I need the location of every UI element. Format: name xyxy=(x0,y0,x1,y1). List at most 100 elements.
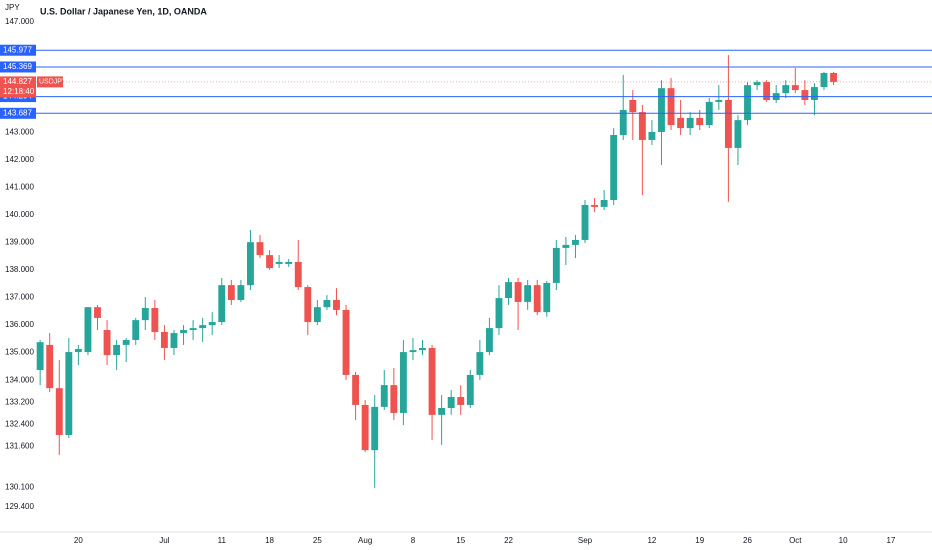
y-tick-label: 136.000 xyxy=(5,320,34,329)
x-tick-label: 26 xyxy=(743,536,752,545)
x-tick-label: 15 xyxy=(456,536,465,545)
candle-body xyxy=(74,349,82,353)
y-tick-label: 138.000 xyxy=(5,265,34,274)
candle-body xyxy=(46,344,54,389)
price-line-tag xyxy=(0,107,36,119)
y-tick-label: 139.000 xyxy=(5,238,34,247)
candle-body xyxy=(113,344,121,356)
candle-body xyxy=(151,307,159,332)
candle-body xyxy=(304,287,312,323)
candle-body xyxy=(562,244,570,248)
price-line-tag xyxy=(0,61,36,73)
candle-body xyxy=(610,134,618,201)
candle-body xyxy=(552,247,560,283)
symbol-tag xyxy=(37,76,63,88)
y-tick-label: 140.000 xyxy=(5,210,34,219)
candle-body xyxy=(390,385,398,413)
x-tick-label: 8 xyxy=(411,536,416,545)
candle-body xyxy=(399,352,407,413)
candle-body xyxy=(495,298,503,329)
candle-body xyxy=(55,388,63,435)
candle-body xyxy=(791,85,799,91)
candle-body xyxy=(485,328,493,353)
candle-body xyxy=(122,339,130,345)
candle-body xyxy=(285,261,293,264)
candle-body xyxy=(763,82,771,101)
candle-body xyxy=(447,396,455,408)
candle-body xyxy=(466,374,474,405)
candle-body xyxy=(648,131,656,140)
x-tick-label: 11 xyxy=(218,536,227,545)
candle-body xyxy=(371,406,379,451)
last-price-label: 144.827 xyxy=(3,77,32,86)
y-tick-label: 132.400 xyxy=(5,419,34,428)
candle-body xyxy=(103,330,111,356)
candle-body xyxy=(543,282,551,313)
candle-body xyxy=(801,90,809,101)
candle-body xyxy=(638,112,646,140)
candle-body xyxy=(361,404,369,451)
x-tick-label: Oct xyxy=(789,536,802,545)
price-line-label: 145.369 xyxy=(3,62,32,71)
x-tick-label: 22 xyxy=(504,536,513,545)
candle-body xyxy=(218,285,226,323)
candle-body xyxy=(247,242,254,286)
candle-body xyxy=(724,100,732,148)
candle-body xyxy=(160,331,168,348)
candle-body xyxy=(715,100,723,102)
candle-body xyxy=(629,100,637,113)
candle-body xyxy=(132,320,140,340)
y-tick-label: 134.000 xyxy=(5,375,34,384)
plot-area xyxy=(36,55,837,488)
candle-body xyxy=(533,285,541,313)
candle-body xyxy=(428,347,436,415)
price-line-tag xyxy=(0,44,36,56)
candle-body xyxy=(572,239,579,245)
candle-body xyxy=(600,200,608,207)
candle-body xyxy=(65,352,73,435)
symbol-label: USDJPY xyxy=(39,79,67,86)
candle-body xyxy=(36,342,44,370)
candle-body xyxy=(591,204,599,207)
candle-body xyxy=(505,282,512,299)
x-tick-label: Sep xyxy=(578,536,593,545)
candle-body xyxy=(820,73,828,88)
candle-body xyxy=(686,117,694,129)
x-tick-label: Aug xyxy=(358,536,372,545)
candle-body xyxy=(753,82,761,86)
y-tick-label: 130.100 xyxy=(5,483,34,492)
countdown: 12:18:40 xyxy=(3,87,35,96)
x-tick-label: 18 xyxy=(265,536,274,545)
chart-title: U.S. Dollar / Japanese Yen, 1D, OANDA xyxy=(40,6,207,16)
candle-body xyxy=(476,352,484,375)
y-tick-label: 131.600 xyxy=(5,441,34,450)
candle-body xyxy=(409,350,417,353)
candle-body xyxy=(94,307,101,318)
x-tick-label: 10 xyxy=(839,536,848,545)
candle-body xyxy=(696,117,704,126)
candle-body xyxy=(84,307,92,353)
y-tick-label: 143.000 xyxy=(5,127,34,136)
y-axis-label: JPY xyxy=(5,3,20,12)
candle-body xyxy=(227,285,235,301)
candle-body xyxy=(830,73,837,82)
x-tick-label: Jul xyxy=(159,536,169,545)
y-tick-label: 142.000 xyxy=(5,155,34,164)
candle-body xyxy=(333,300,340,310)
candle-body xyxy=(256,242,264,256)
candle-body xyxy=(782,85,790,94)
candle-body xyxy=(619,109,627,135)
candle-body xyxy=(199,325,207,329)
candle-body xyxy=(744,85,751,121)
y-tick-label: 141.000 xyxy=(5,182,34,191)
candle-body xyxy=(810,87,818,101)
y-tick-label: 129.400 xyxy=(5,502,34,511)
x-tick-label: 17 xyxy=(886,536,895,545)
candle-body xyxy=(275,261,283,264)
candle-body xyxy=(237,285,245,301)
y-tick-label: 135.000 xyxy=(5,348,34,357)
candle-body xyxy=(524,285,532,302)
y-tick-label: 133.200 xyxy=(5,397,34,406)
